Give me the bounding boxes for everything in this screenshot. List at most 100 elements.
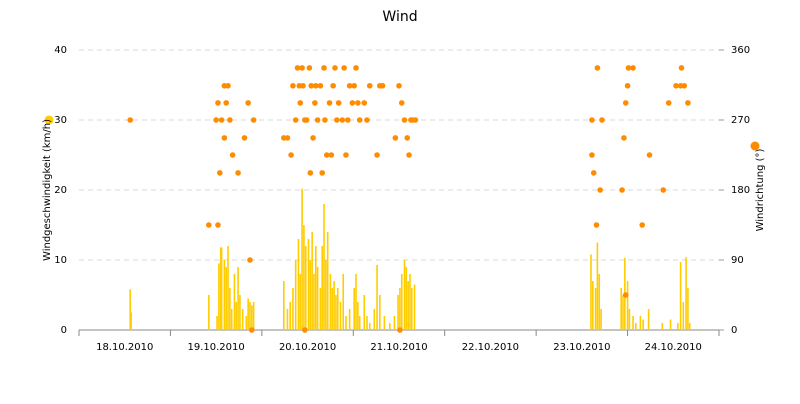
point <box>351 82 358 89</box>
point <box>313 82 319 89</box>
point <box>308 82 315 89</box>
bar <box>642 319 644 330</box>
bar <box>389 323 391 330</box>
bar <box>409 274 411 330</box>
point <box>589 152 595 158</box>
bar <box>329 274 332 330</box>
bar <box>333 281 335 330</box>
point <box>206 222 212 228</box>
point <box>335 100 342 106</box>
point <box>678 65 685 71</box>
y-legend-dot <box>44 115 54 125</box>
point <box>379 82 386 89</box>
point <box>314 117 321 123</box>
bar <box>353 288 355 330</box>
bar <box>596 242 599 330</box>
bar <box>130 312 132 330</box>
bar <box>393 316 396 330</box>
bar <box>315 246 317 330</box>
point <box>392 135 399 141</box>
bar <box>307 239 310 330</box>
point <box>593 222 600 228</box>
bar <box>403 260 406 330</box>
bar <box>241 309 244 330</box>
point <box>290 82 296 89</box>
bar <box>336 288 339 330</box>
point <box>597 187 603 193</box>
point <box>250 117 257 123</box>
point <box>397 327 403 333</box>
point <box>398 100 405 106</box>
bar <box>218 263 220 330</box>
point <box>235 170 241 176</box>
bar <box>249 302 251 330</box>
point <box>323 152 330 158</box>
point <box>665 100 672 106</box>
point <box>639 222 645 228</box>
point <box>660 187 667 193</box>
bar <box>592 281 594 330</box>
x-tick-label: 20.10.2010 <box>279 342 336 353</box>
y2-tick-label: 270 <box>731 115 750 126</box>
bar <box>622 295 624 330</box>
bar <box>292 288 294 330</box>
point <box>245 100 251 106</box>
bar <box>304 246 307 330</box>
point <box>223 100 229 106</box>
bar <box>229 288 231 330</box>
bar <box>399 288 401 330</box>
bar <box>331 288 334 330</box>
bar <box>679 262 682 330</box>
point <box>300 82 306 89</box>
point <box>322 117 328 123</box>
bar <box>239 295 241 330</box>
y2-tick-label: 0 <box>731 325 737 336</box>
point <box>221 82 228 89</box>
bar <box>635 323 637 330</box>
bar <box>411 288 413 330</box>
point <box>619 187 625 193</box>
bar <box>594 288 597 330</box>
y-tick-label: 20 <box>54 185 67 196</box>
point <box>621 135 627 141</box>
bar <box>413 284 416 330</box>
bar <box>325 260 327 330</box>
point <box>374 152 380 158</box>
bar <box>316 267 319 330</box>
point <box>404 135 411 141</box>
point <box>334 117 340 123</box>
bar <box>600 309 602 330</box>
y2-tick-label: 180 <box>731 185 750 196</box>
point <box>249 327 255 333</box>
point <box>284 135 291 141</box>
bar <box>309 260 312 330</box>
point <box>302 327 308 333</box>
bar <box>647 309 650 330</box>
point <box>412 117 419 123</box>
bar <box>342 274 345 330</box>
point <box>346 82 353 89</box>
bar <box>237 267 239 330</box>
x-tick-label: 18.10.2010 <box>96 342 153 353</box>
point <box>366 82 373 89</box>
point <box>406 152 412 158</box>
bar <box>628 309 631 330</box>
y-tick-label: 40 <box>54 45 67 56</box>
bar <box>299 274 302 330</box>
x-tick-label: 22.10.2010 <box>462 342 519 353</box>
bar <box>303 225 305 330</box>
point <box>241 135 248 141</box>
bar <box>313 274 315 330</box>
point <box>401 117 408 123</box>
bar <box>323 204 325 330</box>
bar <box>397 295 399 330</box>
point <box>294 65 301 71</box>
bar <box>598 274 601 330</box>
point <box>127 117 133 123</box>
bar <box>669 319 672 330</box>
bar <box>345 316 347 330</box>
bar <box>366 316 368 330</box>
point <box>299 65 305 71</box>
point <box>288 152 294 158</box>
chart-title: Wind <box>382 9 417 25</box>
